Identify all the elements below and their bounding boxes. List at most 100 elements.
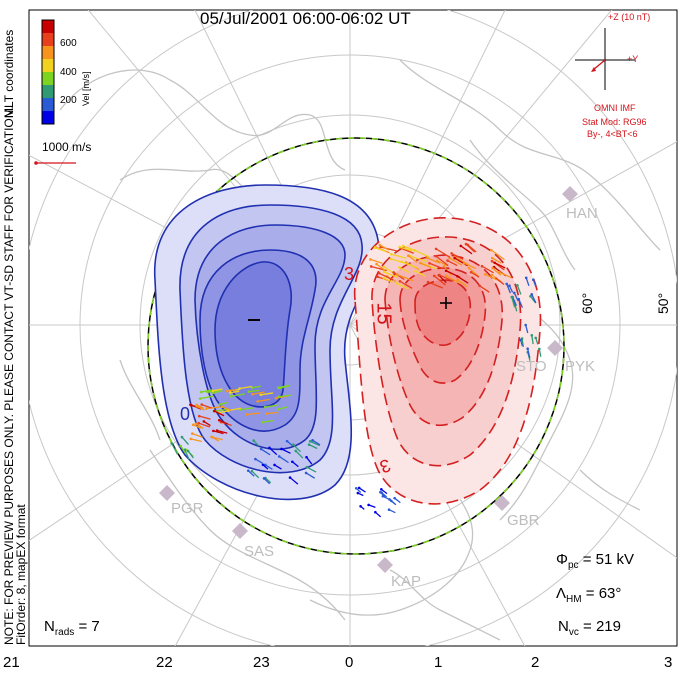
velocity-vector-origin: [526, 347, 529, 351]
mlt-tick-22: 22: [156, 654, 173, 671]
velocity-vector-origin: [381, 494, 385, 498]
velocity-vector-origin: [489, 248, 493, 252]
velocity-vector: [309, 440, 320, 447]
velocity-vector-origin: [305, 465, 309, 469]
velocity-vector-origin: [538, 347, 541, 351]
velocity-vector-origin: [466, 243, 470, 247]
hmb-boundary-dash: [147, 137, 565, 555]
velocity-vector-origin: [436, 259, 439, 263]
stat-nrads-sub: rads: [54, 627, 75, 638]
velocity-vector-origin: [359, 504, 362, 508]
velocity-vector: [206, 406, 221, 410]
velocity-vector: [213, 390, 223, 394]
velocity-vector-origin: [369, 258, 372, 261]
velocity-vector-origin: [179, 444, 183, 448]
velocity-vector: [196, 404, 205, 409]
velocity-vector: [538, 348, 542, 357]
velocity-vector-origin: [262, 477, 266, 480]
velocity-vector: [278, 384, 291, 389]
velocity-vector-origin: [529, 294, 532, 298]
velocity-vector: [278, 455, 289, 464]
velocity-vector-origin: [387, 508, 391, 512]
velocity-vector-origin: [426, 256, 429, 260]
velocity-vector: [219, 401, 229, 406]
velocity-vector: [485, 273, 498, 281]
velocity-vector: [427, 257, 441, 264]
velocity-vector: [429, 262, 444, 270]
velocity-vector: [171, 443, 178, 455]
coastlines: [59, 59, 661, 641]
velocity-vector-origin: [493, 261, 497, 265]
velocity-vector-origin: [170, 442, 173, 445]
velocity-vector: [407, 255, 418, 264]
velocity-vector: [295, 450, 304, 459]
velocity-vector: [212, 388, 223, 392]
colorbar-cell: [42, 111, 54, 124]
velocity-vector-origin: [517, 297, 521, 301]
stat-model: Stat Mod: RG96: [582, 117, 647, 127]
imf-z-label: +Z (10 nT): [608, 12, 651, 22]
velocity-vector-origin: [524, 323, 527, 327]
velocity-vector: [506, 283, 511, 294]
velocity-vector: [248, 389, 260, 393]
velocity-vector: [494, 262, 506, 269]
velocity-vector-origin: [263, 405, 267, 409]
velocity-vector-origin: [254, 457, 257, 461]
velocity-vector-origin: [378, 243, 382, 247]
velocity-vector-origin: [274, 396, 278, 400]
colorbar-cell: [42, 46, 54, 59]
radar-label-pyk: PYK: [565, 358, 596, 375]
velocity-vector-origin: [444, 269, 448, 273]
velocity-vector-origin: [480, 264, 484, 268]
colorbar-label: Vel [m/s]: [81, 71, 91, 106]
velocity-vector-origin: [194, 422, 198, 425]
velocity-vector-origin: [277, 386, 280, 389]
velocity-vector: [213, 430, 224, 435]
velocity-vector: [306, 466, 317, 473]
velocity-vector-origin: [469, 270, 473, 274]
velocity-vector: [531, 335, 534, 345]
velocity-vector: [518, 298, 524, 308]
contour-label-0: 0: [180, 404, 191, 424]
stat-phi-value: = 51 kV: [578, 551, 634, 568]
velocity-vector: [252, 385, 261, 389]
velocity-vector-origin: [311, 439, 314, 442]
mlt-tick-3: 3: [664, 654, 673, 671]
velocity-vector: [200, 395, 214, 400]
velocity-vector: [438, 274, 447, 284]
velocity-vector-origin: [186, 449, 190, 453]
lat-label-60: 60°: [579, 292, 595, 314]
velocity-vector: [383, 266, 395, 274]
velocity-vector: [399, 246, 413, 252]
velocity-vector-origin: [305, 455, 308, 459]
velocity-vector-origin: [288, 476, 292, 479]
velocity-vector-origin: [414, 269, 417, 273]
velocity-vector: [198, 422, 211, 428]
velocity-vector: [190, 438, 202, 443]
velocity-vector: [457, 279, 468, 288]
stat-lambda-sub: HM: [566, 594, 582, 605]
velocity-vector-origin: [225, 389, 229, 393]
velocity-vector-origin: [247, 390, 251, 393]
velocity-vector-origin: [373, 246, 377, 250]
velocity-vector-origin: [490, 273, 494, 277]
velocity-vector-origin: [432, 274, 436, 278]
velocity-vector-origin: [198, 397, 202, 400]
velocity-vector-origin: [197, 421, 201, 425]
velocity-vector-origin: [212, 429, 215, 433]
velocity-vector: [454, 257, 469, 267]
velocity-vector-origin: [268, 446, 271, 450]
velocity-vector-origin: [434, 254, 438, 258]
velocity-vector-origin: [446, 259, 449, 262]
velocity-vector-origin: [374, 510, 377, 514]
velocity-vector-origin: [294, 449, 298, 453]
velocity-vector-origin: [292, 443, 295, 446]
velocity-vector: [460, 245, 473, 255]
mlt-tick-21: 21: [3, 654, 20, 671]
velocity-vector-origin: [484, 273, 487, 276]
radar-label-sto: STO: [516, 358, 547, 375]
velocity-vector: [274, 464, 282, 470]
velocity-vector-origin: [390, 252, 393, 256]
velocity-vectors: [170, 242, 542, 518]
velocity-vector-origin: [280, 447, 283, 451]
